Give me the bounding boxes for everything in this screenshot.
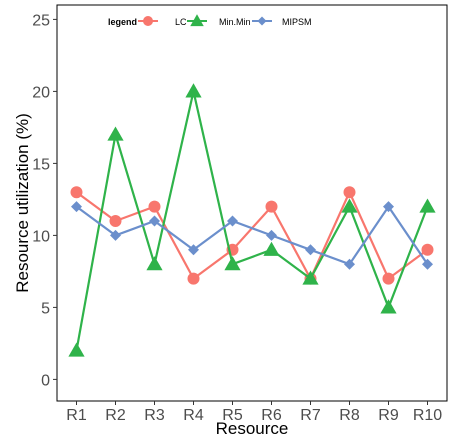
y-axis: 0 5 10 15 20 25	[32, 12, 57, 389]
data-point	[68, 342, 85, 357]
data-point	[422, 258, 433, 270]
x-tick-label: R7	[300, 407, 321, 424]
series-mipsm	[71, 201, 433, 270]
data-point	[146, 256, 163, 271]
series-layer	[68, 83, 436, 357]
y-tick-label: 15	[32, 156, 50, 173]
x-tick-label: R4	[183, 407, 204, 424]
data-point	[224, 256, 241, 271]
x-tick-label: R10	[413, 407, 442, 424]
legend-key-marker	[257, 16, 267, 26]
data-point	[419, 198, 436, 213]
data-point	[188, 244, 199, 256]
data-point	[421, 243, 434, 256]
legend-key-marker	[143, 16, 153, 26]
data-point	[344, 258, 355, 270]
data-point	[71, 201, 82, 213]
data-point	[148, 200, 161, 213]
x-tick-label: R3	[144, 407, 165, 424]
legend-item: Min.Min	[187, 14, 251, 27]
y-tick-label: 25	[32, 12, 50, 29]
x-axis-title: Resource	[216, 419, 289, 438]
data-point	[383, 201, 394, 213]
legend-key-marker	[190, 14, 204, 27]
x-tick-label: R9	[378, 407, 399, 424]
data-point	[107, 126, 124, 141]
x-tick-label: R2	[105, 407, 126, 424]
y-tick-label: 5	[41, 300, 50, 317]
data-point	[302, 270, 319, 285]
legend-item: MIPSM	[252, 16, 312, 27]
legend-item: LC	[138, 16, 187, 27]
data-point	[109, 215, 122, 227]
series-line	[75, 204, 429, 266]
data-point	[266, 229, 277, 241]
y-tick-label: 10	[32, 228, 50, 245]
legend: legend LC Min.Min MIPSM	[108, 12, 312, 30]
data-point	[382, 272, 395, 285]
legend-label: MIPSM	[282, 17, 312, 27]
series-line	[75, 91, 429, 351]
y-tick-label: 0	[41, 372, 50, 389]
x-tick-label: R5	[222, 407, 243, 424]
data-point	[187, 272, 200, 285]
data-point	[305, 244, 316, 256]
x-tick-label: R1	[66, 407, 87, 424]
data-point	[341, 198, 358, 213]
data-point	[70, 186, 83, 199]
legend-label: LC	[175, 17, 187, 27]
data-point	[110, 229, 121, 241]
legend-title: legend	[108, 17, 137, 27]
data-point	[380, 299, 397, 314]
legend-box	[108, 12, 308, 30]
x-tick-label: R6	[261, 407, 282, 424]
plot-panel	[56, 4, 448, 402]
x-axis: R1 R2 R3 R4 R5 R6 R7 R8 R9 R10	[66, 401, 442, 424]
data-point	[149, 215, 160, 227]
data-point	[185, 83, 202, 98]
data-point	[343, 186, 356, 199]
x-tick-label: R8	[339, 407, 360, 424]
y-tick-label: 20	[32, 84, 50, 101]
data-point	[263, 241, 280, 256]
y-axis-title: Resource utilization (%)	[13, 113, 32, 293]
data-point	[227, 215, 238, 227]
data-point	[265, 200, 278, 213]
legend-label: Min.Min	[219, 17, 251, 27]
series-min-min	[68, 83, 436, 357]
